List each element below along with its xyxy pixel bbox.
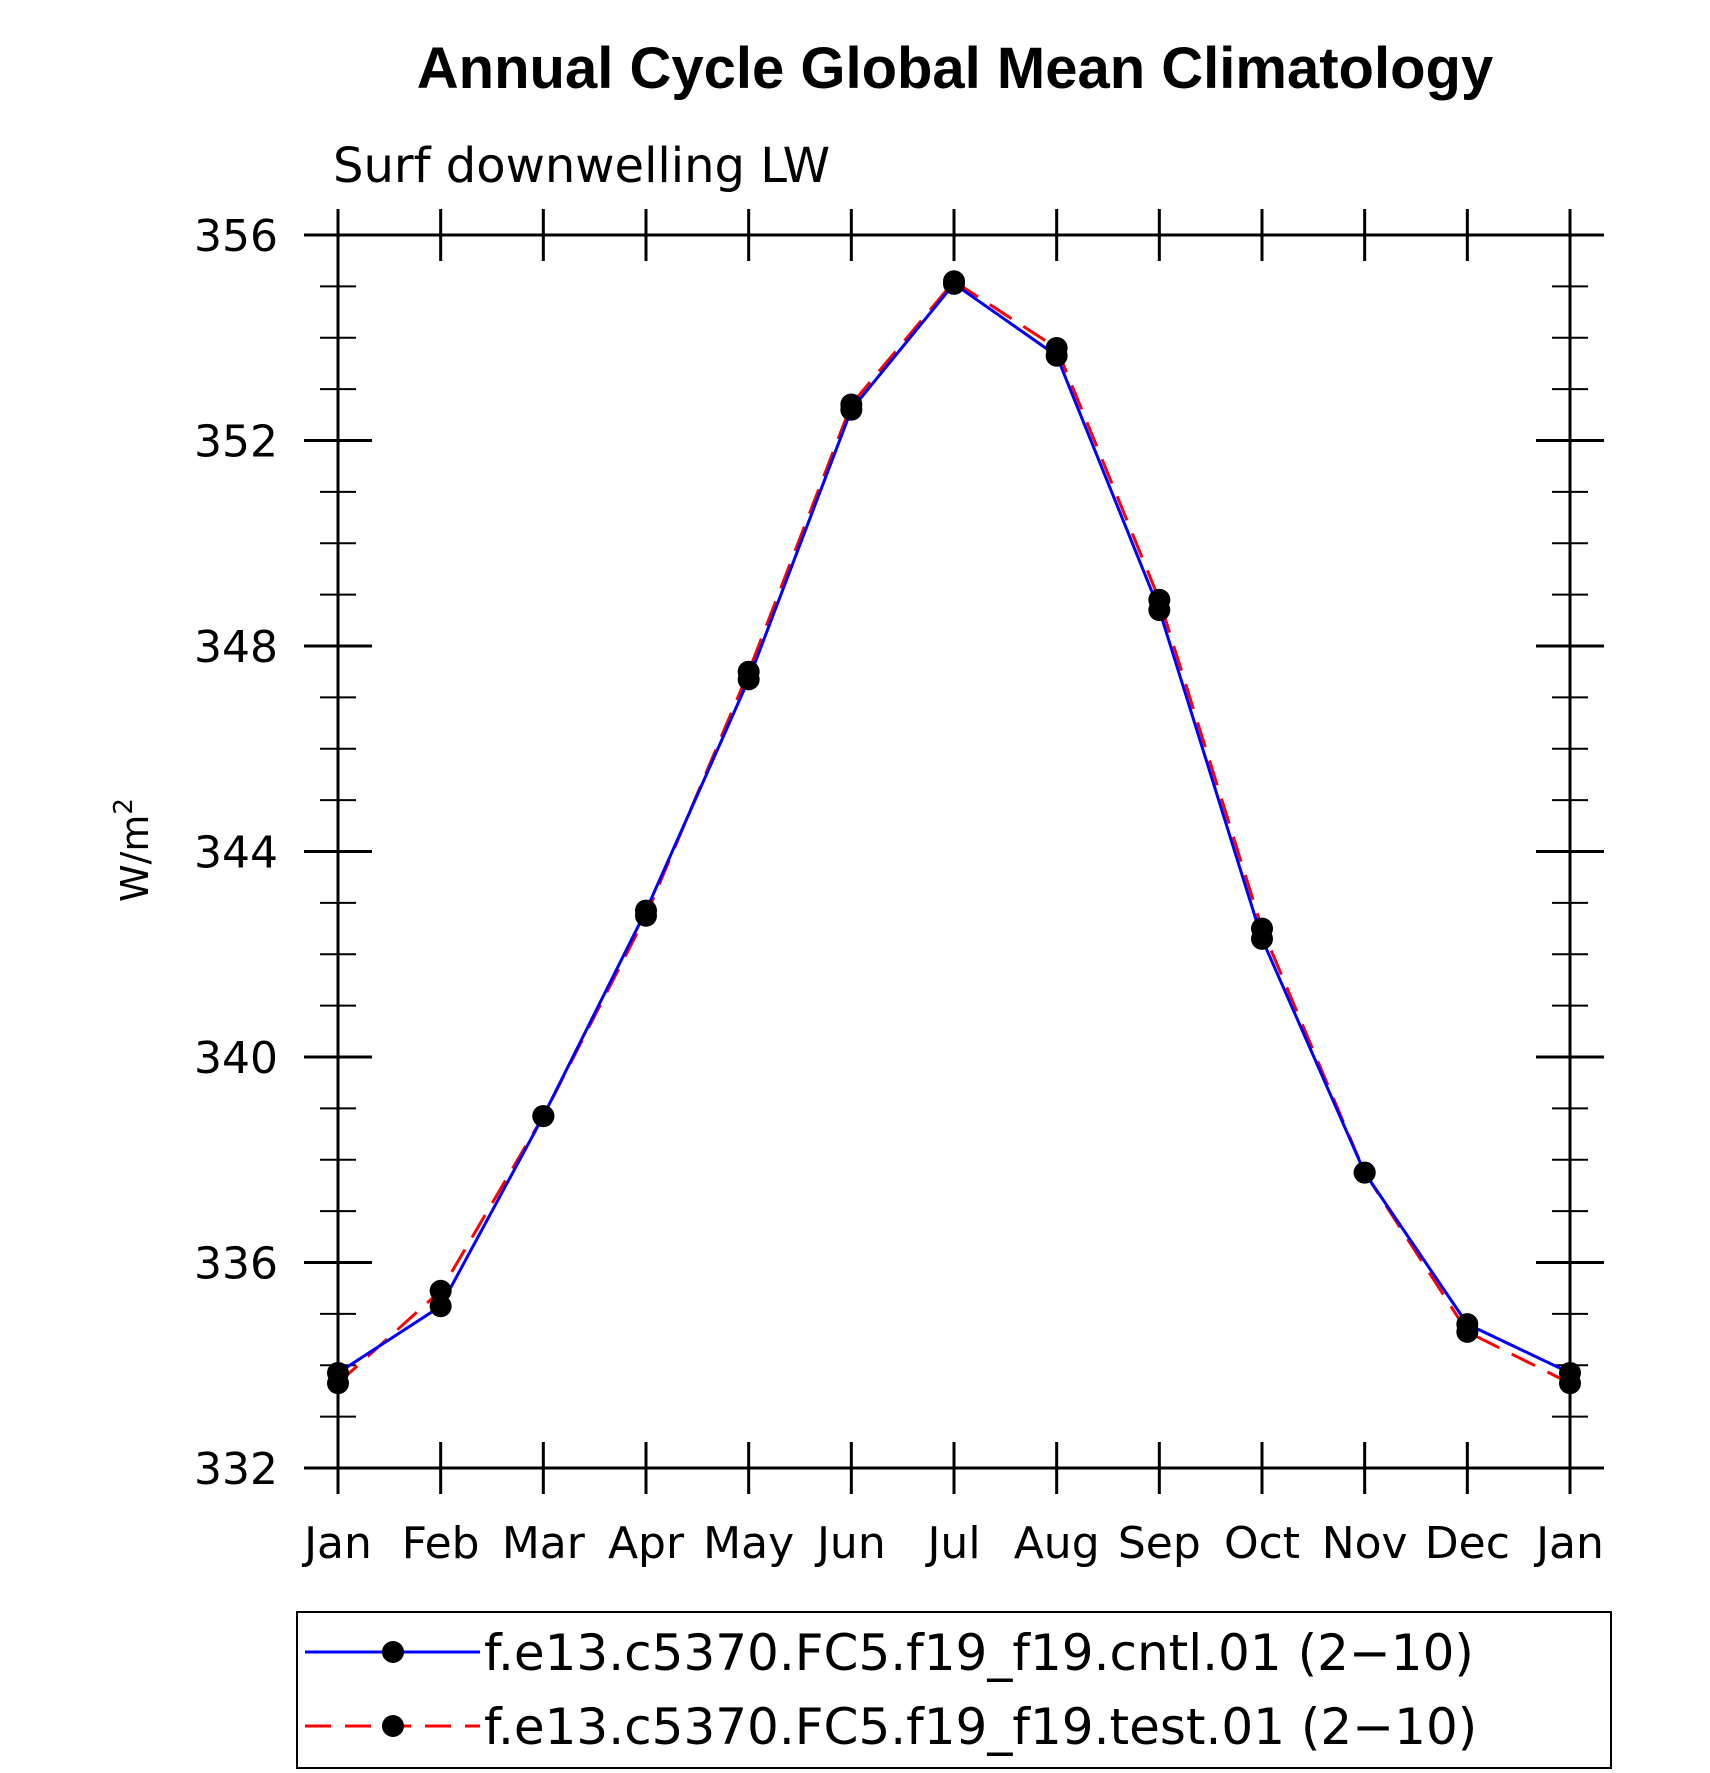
y-tick-label: 340	[194, 1033, 278, 1084]
series-line-1	[336, 279, 1571, 1385]
y-tick-label: 336	[194, 1239, 278, 1290]
data-point-series-1	[1353, 1161, 1376, 1184]
data-point-series-1	[532, 1105, 555, 1128]
legend: f.e13.c5370.FC5.f19_f19.cntl.01 (2−10) f.…	[296, 1611, 1612, 1769]
y-axis-label: W/m2	[109, 798, 157, 902]
x-tick-label: Nov	[1322, 1518, 1408, 1569]
x-tick-label: Jan	[1533, 1518, 1604, 1569]
y-tick-label: 332	[194, 1444, 278, 1495]
data-point-series-1	[635, 904, 657, 927]
legend-marker-0	[382, 1641, 404, 1663]
y-tick-label: 348	[194, 622, 278, 673]
data-point-series-1	[429, 1279, 452, 1302]
x-tick-label: Dec	[1425, 1518, 1510, 1569]
legend-marker-1	[382, 1715, 404, 1737]
x-tick-label: Apr	[608, 1518, 685, 1569]
x-tick-label: Jul	[924, 1518, 980, 1569]
data-point-series-1	[840, 393, 863, 416]
x-tick-label: Jun	[814, 1518, 886, 1569]
x-tick-label: Jan	[301, 1518, 372, 1569]
x-tick-label: Sep	[1118, 1518, 1201, 1569]
y-tick-label: 356	[194, 211, 278, 262]
legend-label-1: f.e13.c5370.FC5.f19_f19.test.01 (2−10)	[484, 1698, 1477, 1756]
legend-label-0: f.e13.c5370.FC5.f19_f19.cntl.01 (2−10)	[484, 1624, 1474, 1682]
legend-box	[296, 1611, 1612, 1769]
series-layer	[327, 270, 1581, 1395]
data-point-series-1	[1559, 1372, 1581, 1395]
data-point-series-1	[1148, 588, 1171, 611]
plot-frame	[336, 233, 1572, 1470]
y-axis-label-superscript: 2	[109, 798, 139, 815]
y-tick-label: 344	[194, 828, 278, 879]
data-point-series-1	[1251, 917, 1273, 940]
x-tick-label: May	[703, 1518, 794, 1569]
chart-title: Annual Cycle Global Mean Climatology	[417, 36, 1493, 101]
series-line-0	[337, 281, 1571, 1375]
y-tick-label: 352	[194, 417, 278, 468]
x-tick-label: Oct	[1224, 1518, 1300, 1569]
data-point-series-1	[1456, 1320, 1479, 1343]
x-tick-label: Aug	[1014, 1518, 1100, 1569]
data-point-series-0	[429, 1295, 452, 1318]
data-point-series-1	[327, 1372, 349, 1395]
x-tick-label: Mar	[502, 1518, 586, 1569]
data-point-series-1	[1045, 337, 1068, 360]
data-point-series-1	[943, 270, 965, 293]
data-point-series-1	[737, 660, 760, 683]
y-axis-label-base: W/m	[113, 815, 157, 902]
x-tick-label: Feb	[402, 1518, 480, 1569]
chart-subtitle: Surf downwelling LW	[333, 138, 830, 194]
axes: Jan Feb Mar Apr May Jun Jul Aug Sep Oct Nov Dec Jan 3…	[194, 209, 1604, 1569]
